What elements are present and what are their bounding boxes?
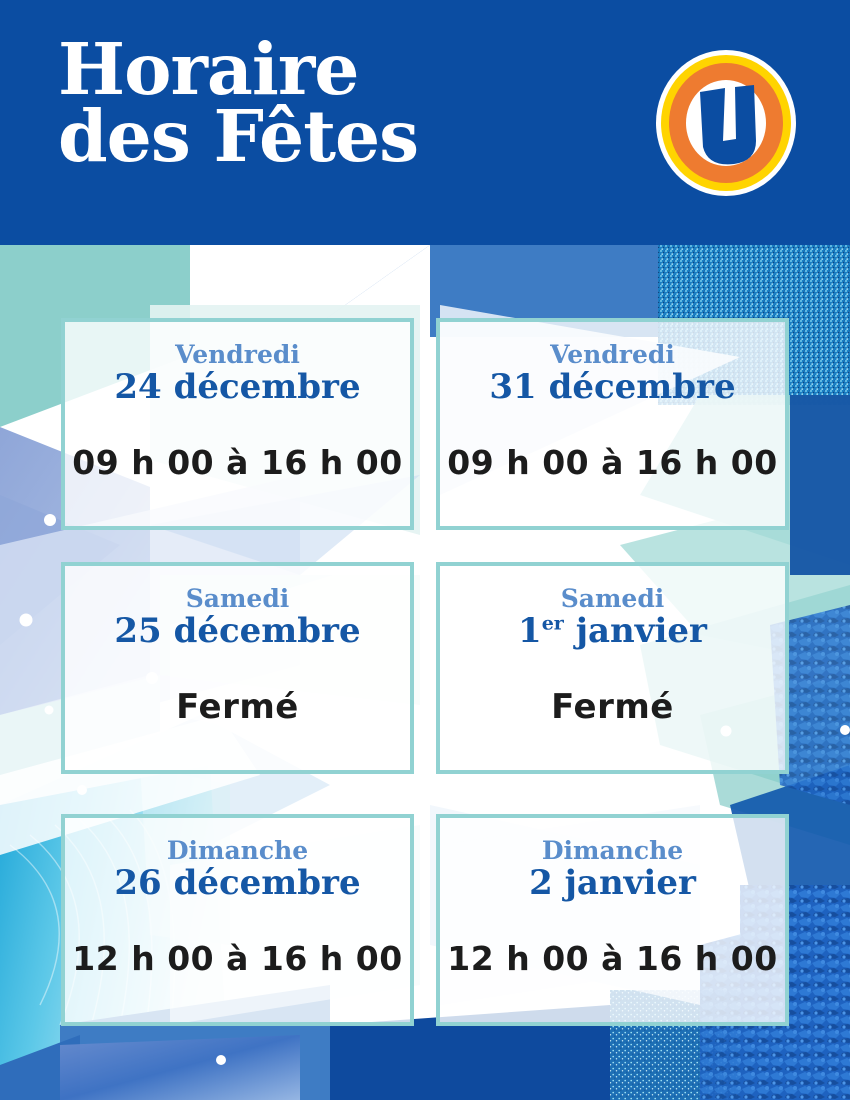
card-hours-wrap: 09 h 00 à 16 h 00 bbox=[440, 406, 785, 526]
card-date-month: décembre bbox=[173, 611, 361, 652]
card-date-ordinal: er bbox=[541, 612, 564, 635]
card-hours: 09 h 00 à 16 h 00 bbox=[72, 443, 403, 483]
card-date-number: 24 bbox=[114, 367, 162, 408]
card-hours-wrap: 09 h 00 à 16 h 00 bbox=[65, 406, 410, 526]
schedule-card-26-decembre: Dimanche 26 décembre 12 h 00 à 16 h 00 bbox=[61, 814, 414, 1026]
card-date-number: 25 bbox=[114, 611, 162, 652]
card-day-name: Dimanche bbox=[166, 836, 309, 865]
schedule-card-25-decembre: Samedi 25 décembre Fermé bbox=[61, 562, 414, 774]
card-date-number: 26 bbox=[114, 863, 162, 904]
card-hours-wrap: Fermé bbox=[65, 650, 410, 770]
uniprix-logo bbox=[650, 47, 802, 199]
card-date-number: 31 bbox=[489, 367, 537, 408]
schedule-card-31-decembre: Vendredi 31 décembre 09 h 00 à 16 h 00 bbox=[436, 318, 789, 530]
card-hours-wrap: 12 h 00 à 16 h 00 bbox=[440, 902, 785, 1022]
card-hours: 09 h 00 à 16 h 00 bbox=[447, 443, 778, 483]
card-day-name: Vendredi bbox=[175, 340, 300, 369]
card-date-month: janvier bbox=[575, 611, 707, 652]
card-date: 25 décembre bbox=[114, 613, 360, 650]
card-hours-wrap: 12 h 00 à 16 h 00 bbox=[65, 902, 410, 1022]
card-date-month: décembre bbox=[173, 863, 361, 904]
card-date-number: 2 bbox=[529, 863, 553, 904]
card-date: 2 janvier bbox=[529, 865, 696, 902]
card-date-month: décembre bbox=[548, 367, 736, 408]
card-day-name: Samedi bbox=[560, 584, 665, 613]
schedule-card-2-janvier: Dimanche 2 janvier 12 h 00 à 16 h 00 bbox=[436, 814, 789, 1026]
card-date: 24 décembre bbox=[114, 369, 360, 406]
card-hours: 12 h 00 à 16 h 00 bbox=[72, 939, 403, 979]
card-date-month: décembre bbox=[173, 367, 361, 408]
card-day-name: Vendredi bbox=[550, 340, 675, 369]
card-hours: 12 h 00 à 16 h 00 bbox=[447, 939, 778, 979]
card-date: 26 décembre bbox=[114, 865, 360, 902]
poster-header: Horaire des Fêtes bbox=[0, 0, 850, 245]
card-date-month: janvier bbox=[564, 863, 696, 904]
card-date: 31 décembre bbox=[489, 369, 735, 406]
page-title: Horaire des Fêtes bbox=[58, 27, 419, 178]
card-hours-wrap: Fermé bbox=[440, 650, 785, 770]
card-day-name: Dimanche bbox=[541, 836, 684, 865]
card-hours: Fermé bbox=[551, 686, 674, 727]
card-date: 1er janvier bbox=[518, 613, 707, 650]
card-date-number: 1 bbox=[518, 611, 542, 652]
schedule-card-1er-janvier: Samedi 1er janvier Fermé bbox=[436, 562, 789, 774]
card-day-name: Samedi bbox=[185, 584, 290, 613]
card-hours: Fermé bbox=[176, 686, 299, 727]
schedule-card-24-decembre: Vendredi 24 décembre 09 h 00 à 16 h 00 bbox=[61, 318, 414, 530]
